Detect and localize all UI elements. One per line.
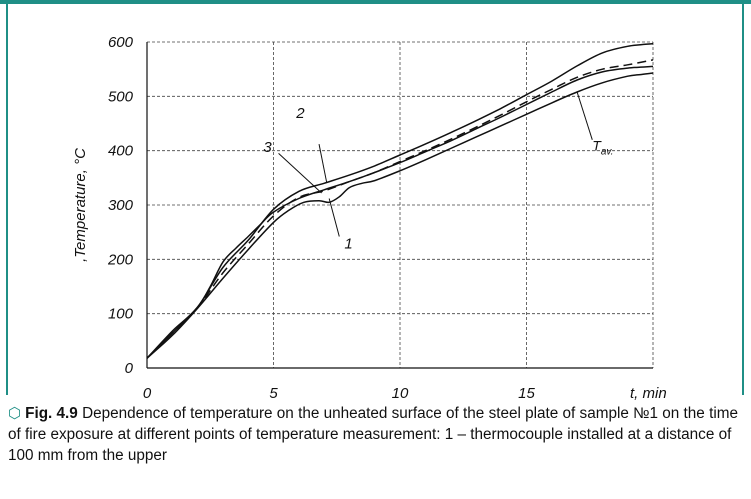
- figure-number: Fig. 4.9: [25, 405, 78, 422]
- hexagon-icon: ⬡: [8, 405, 22, 422]
- x-tick-label: 0: [143, 385, 152, 400]
- series-line-2: [146, 42, 654, 359]
- annotation-leader-3: [278, 153, 322, 194]
- annotation-leader-2: [318, 144, 328, 183]
- annotation-leader-1: [328, 198, 340, 237]
- x-tick-label: 15: [518, 385, 535, 400]
- y-tick-label: 400: [108, 143, 134, 160]
- chart-annotations: 1 2 3 Tav.: [263, 91, 613, 252]
- annotation-label-2: 2: [295, 105, 305, 122]
- x-tick-label: 5: [269, 385, 278, 400]
- chart-tick-labels: 0 100 200 300 400 500 600 0 5 10 15: [107, 34, 536, 400]
- annotation-label-3: 3: [263, 139, 272, 156]
- chart-grid: [147, 41, 654, 368]
- y-tick-label: 0: [125, 360, 134, 377]
- y-tick-label: 200: [107, 251, 134, 268]
- y-tick-label: 100: [108, 306, 134, 323]
- y-tick-label: 300: [108, 197, 134, 214]
- frame-left-border: [6, 0, 8, 395]
- chart-axes: [146, 42, 653, 369]
- series-line-Tav: [146, 59, 654, 359]
- y-axis-label: ,Temperature, °C: [72, 148, 89, 262]
- annotation-leader-4: [576, 91, 593, 140]
- figure-caption: ⬡ Fig. 4.9 Dependence of temperature on t…: [8, 403, 743, 466]
- annotation-label-4: Tav.: [592, 138, 613, 158]
- frame-top-border: [0, 0, 751, 4]
- temperature-chart: 0 100 200 300 400 500 600 0 5 10 15 1 2 3 Tav. ,Tempe…: [72, 34, 667, 400]
- x-tick-label: 10: [392, 385, 409, 400]
- x-axis-label: t, min: [630, 385, 667, 400]
- caption-text: Dependence of temperature on the unheate…: [8, 405, 738, 464]
- series-line-1: [146, 72, 654, 359]
- y-tick-label: 500: [108, 88, 134, 105]
- annotation-label-1: 1: [344, 235, 352, 252]
- y-tick-label: 600: [108, 34, 134, 51]
- frame-right-border: [742, 0, 744, 395]
- chart-series: [146, 42, 654, 359]
